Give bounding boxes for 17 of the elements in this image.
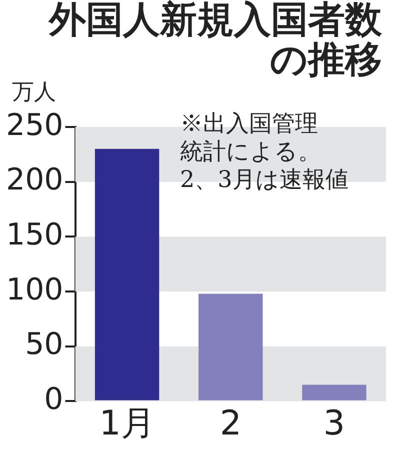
x-tick-label: 1月 bbox=[99, 403, 155, 444]
annotation: 統計による。 bbox=[180, 138, 322, 166]
y-axis-title: 万人 bbox=[12, 80, 56, 106]
x-tick-label: 3 bbox=[323, 403, 346, 444]
chart-title: 外国人新規入国者数の推移 bbox=[47, 0, 382, 81]
x-tick-label: 2 bbox=[220, 403, 242, 444]
bar bbox=[198, 294, 263, 400]
annotation: ※出入国管理 bbox=[180, 110, 319, 138]
bar bbox=[94, 148, 160, 400]
y-tick-label: 100 bbox=[6, 272, 64, 308]
y-tick-label: 50 bbox=[25, 327, 64, 362]
annotation: 2、3月は速報値 bbox=[180, 166, 348, 194]
bar bbox=[302, 384, 366, 400]
y-tick-label: 0 bbox=[44, 382, 64, 417]
y-tick-label: 200 bbox=[6, 162, 64, 198]
y-tick-label: 250 bbox=[6, 108, 64, 143]
y-tick-label: 150 bbox=[6, 217, 64, 252]
